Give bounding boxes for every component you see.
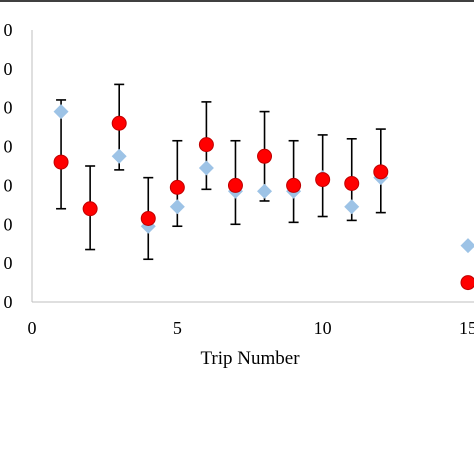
x-tick-label: 5 [173,318,182,338]
diamond-point [257,183,273,199]
circle-point [286,177,302,193]
y-tick-label: 0 [4,137,13,157]
circle-point [460,275,474,291]
x-tick-label: 0 [28,318,37,338]
diamond-point [53,104,69,120]
y-tick-label: 0 [4,98,13,118]
y-tick-label: 0 [4,292,13,312]
circle-point [373,164,389,180]
circle-point [82,201,98,217]
axes [0,0,474,303]
circle-point [315,172,331,188]
diamond-point [198,160,214,176]
data-markers [53,104,474,291]
circle-point [169,179,185,195]
x-tick-label: 15 [459,318,474,338]
circle-point [111,115,127,131]
circle-point [140,210,156,226]
x-tick-label: 10 [314,318,332,338]
y-tick-label: 0 [4,175,13,195]
y-tick-label: 0 [4,214,13,234]
diamond-point [460,238,474,254]
diamond-point [344,199,360,215]
x-axis-label: Trip Number [200,348,300,369]
circle-point [344,175,360,191]
y-tick-label: 0 [4,59,13,79]
y-tick-label: 0 [4,20,13,40]
circle-point [53,154,69,170]
circle-point [227,177,243,193]
diamond-point [169,199,185,215]
y-tick-label: 0 [4,253,13,273]
circle-point [257,148,273,164]
error-bars [56,83,386,261]
diamond-point [111,148,127,164]
circle-point [198,137,214,153]
